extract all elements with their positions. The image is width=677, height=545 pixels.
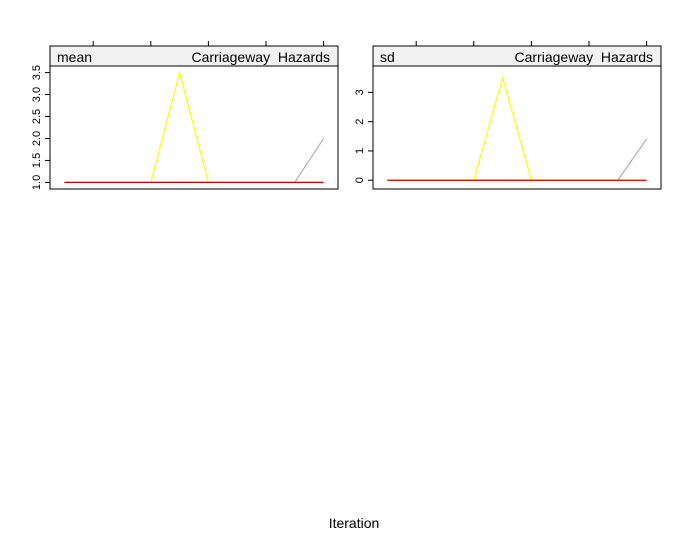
y-tick-label: 0: [354, 177, 366, 183]
y-tick-label: 1.0: [31, 175, 43, 190]
strip-variable-label: Carriageway Hazards: [515, 49, 654, 65]
y-tick-label: 2: [354, 119, 366, 125]
panel-sd: sd Carriageway Hazards 0 1 2 3: [354, 41, 662, 190]
series-line: [387, 75, 647, 181]
strip-variable-label: Carriageway Hazards: [192, 49, 331, 65]
y-tick-label: 2.5: [31, 109, 43, 124]
plot-frame: [372, 65, 662, 190]
series-line: [64, 138, 325, 184]
strip-label: sd: [380, 49, 395, 65]
y-tick-label: 3.5: [31, 65, 43, 80]
series-line: [64, 70, 324, 184]
y-tick-label: 3: [354, 89, 366, 95]
y-tick-label: 3.0: [31, 87, 43, 102]
series-line: [387, 138, 648, 181]
plot-frame: [49, 65, 339, 190]
x-axis-label: Iteration: [329, 515, 380, 531]
y-tick-label: 1: [354, 148, 366, 154]
y-tick-label: 2.0: [31, 131, 43, 146]
panel-mean: mean Carriageway Hazards 1.0 1.5 2.0 2.5 3.0 3.…: [31, 41, 339, 190]
y-tick-label: 1.5: [31, 153, 43, 168]
strip-label: mean: [57, 49, 92, 65]
